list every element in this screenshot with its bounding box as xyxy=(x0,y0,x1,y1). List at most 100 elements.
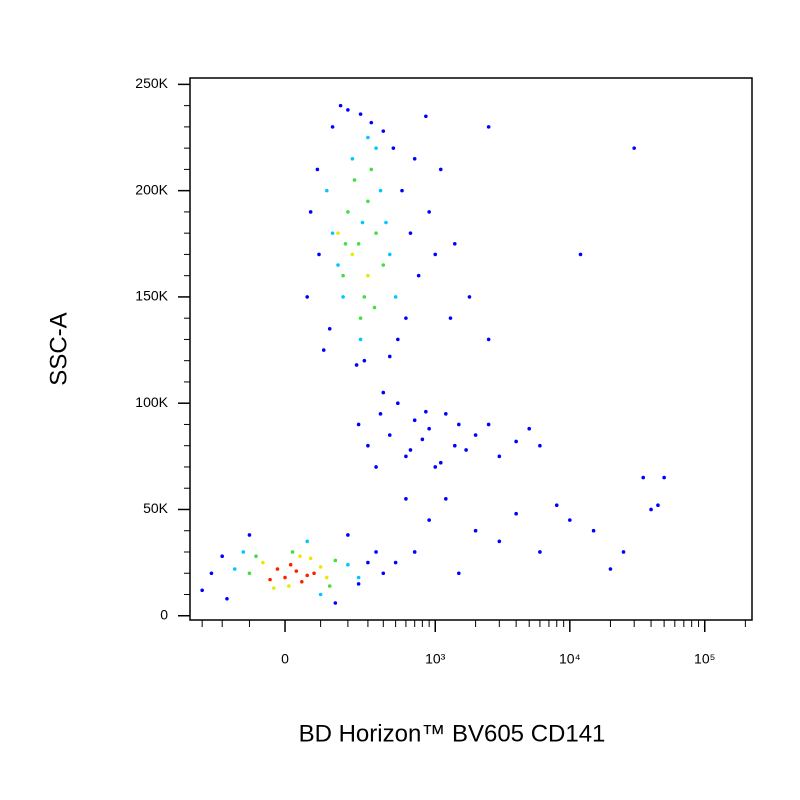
event-dot xyxy=(408,448,413,452)
event-dot xyxy=(308,556,313,561)
event-dot xyxy=(381,263,386,267)
event-dot xyxy=(412,156,417,161)
event-dot xyxy=(438,460,443,465)
event-dot xyxy=(356,422,361,427)
event-dot xyxy=(591,528,596,533)
event-dot xyxy=(420,437,425,442)
event-dot xyxy=(333,601,338,605)
y-tick-label: 250K xyxy=(135,75,168,91)
event-dot xyxy=(608,567,613,571)
event-dot xyxy=(416,273,421,278)
event-dot xyxy=(467,295,472,299)
event-dot xyxy=(457,571,461,576)
x-tick-label: 0 xyxy=(281,651,289,667)
event-dot xyxy=(247,571,252,576)
event-dot xyxy=(369,120,374,125)
event-dot xyxy=(318,592,323,597)
event-dot xyxy=(338,103,343,108)
event-dot xyxy=(356,575,361,580)
event-dot xyxy=(457,422,461,427)
event-dot xyxy=(384,220,388,225)
event-dot xyxy=(298,554,302,559)
event-dot xyxy=(381,571,386,576)
event-dot xyxy=(354,363,359,367)
event-dot xyxy=(318,565,323,569)
event-dot xyxy=(366,273,370,278)
event-dot xyxy=(209,571,214,576)
event-dot xyxy=(312,571,316,576)
event-dot xyxy=(527,426,532,431)
event-dot xyxy=(366,443,370,448)
event-dot xyxy=(486,422,491,427)
plot-frame xyxy=(189,77,753,621)
y-tick-label: 150K xyxy=(135,288,168,304)
event-dot xyxy=(288,562,293,567)
event-dot xyxy=(336,231,340,235)
event-dot xyxy=(433,465,438,469)
event-dot xyxy=(324,575,329,580)
event-dot xyxy=(464,448,468,452)
y-tick-label: 50K xyxy=(143,500,169,516)
event-dot xyxy=(358,112,363,116)
event-dot xyxy=(341,273,345,278)
event-dot xyxy=(486,125,491,129)
event-dot xyxy=(486,337,491,342)
event-dot xyxy=(294,569,299,573)
event-dot xyxy=(346,210,350,214)
y-tick-label: 100K xyxy=(135,394,168,410)
event-dot xyxy=(656,503,660,508)
event-dot xyxy=(358,316,363,320)
event-dot xyxy=(330,231,335,235)
event-dot xyxy=(514,511,518,516)
event-dot xyxy=(232,567,237,571)
y-tick-label: 200K xyxy=(135,181,168,197)
event-dot xyxy=(271,586,276,590)
event-dot xyxy=(427,518,431,522)
event-dot xyxy=(444,497,448,501)
event-dot xyxy=(662,475,666,480)
event-dot xyxy=(444,412,448,416)
event-dot xyxy=(327,327,332,331)
event-dot xyxy=(366,199,370,204)
event-dot xyxy=(350,156,355,161)
event-dot xyxy=(538,443,542,448)
event-dot xyxy=(408,231,413,235)
event-dot xyxy=(305,573,309,578)
event-dot xyxy=(330,125,335,129)
x-tick-label: 10³ xyxy=(425,651,446,667)
event-dot xyxy=(538,550,542,554)
event-dot xyxy=(336,263,340,267)
event-dot xyxy=(497,539,502,544)
event-dot xyxy=(200,588,204,593)
event-dot xyxy=(324,188,329,193)
event-dot xyxy=(438,167,443,172)
event-dot xyxy=(305,539,309,544)
event-dot xyxy=(649,507,653,512)
event-dot xyxy=(305,295,309,299)
event-dot xyxy=(360,220,365,225)
event-dot xyxy=(372,305,377,310)
event-dot xyxy=(568,518,572,522)
event-dot xyxy=(356,241,361,246)
event-dot xyxy=(393,560,398,565)
event-dot xyxy=(268,577,272,582)
event-dot xyxy=(327,584,332,588)
event-dot xyxy=(554,503,559,508)
event-dot xyxy=(393,295,398,299)
event-dot xyxy=(315,167,320,172)
event-dot xyxy=(412,550,417,554)
event-dot xyxy=(433,252,438,257)
event-dot xyxy=(473,528,478,533)
event-dot xyxy=(404,497,408,501)
event-dot xyxy=(427,210,431,214)
event-dot xyxy=(220,554,224,559)
event-dot xyxy=(387,354,392,359)
event-dot xyxy=(374,465,378,469)
event-dot xyxy=(378,412,383,416)
x-tick-label: 10⁵ xyxy=(694,651,715,667)
event-dot xyxy=(290,550,295,554)
event-dot xyxy=(343,241,348,246)
event-dot xyxy=(448,316,453,320)
event-dot xyxy=(427,426,431,431)
